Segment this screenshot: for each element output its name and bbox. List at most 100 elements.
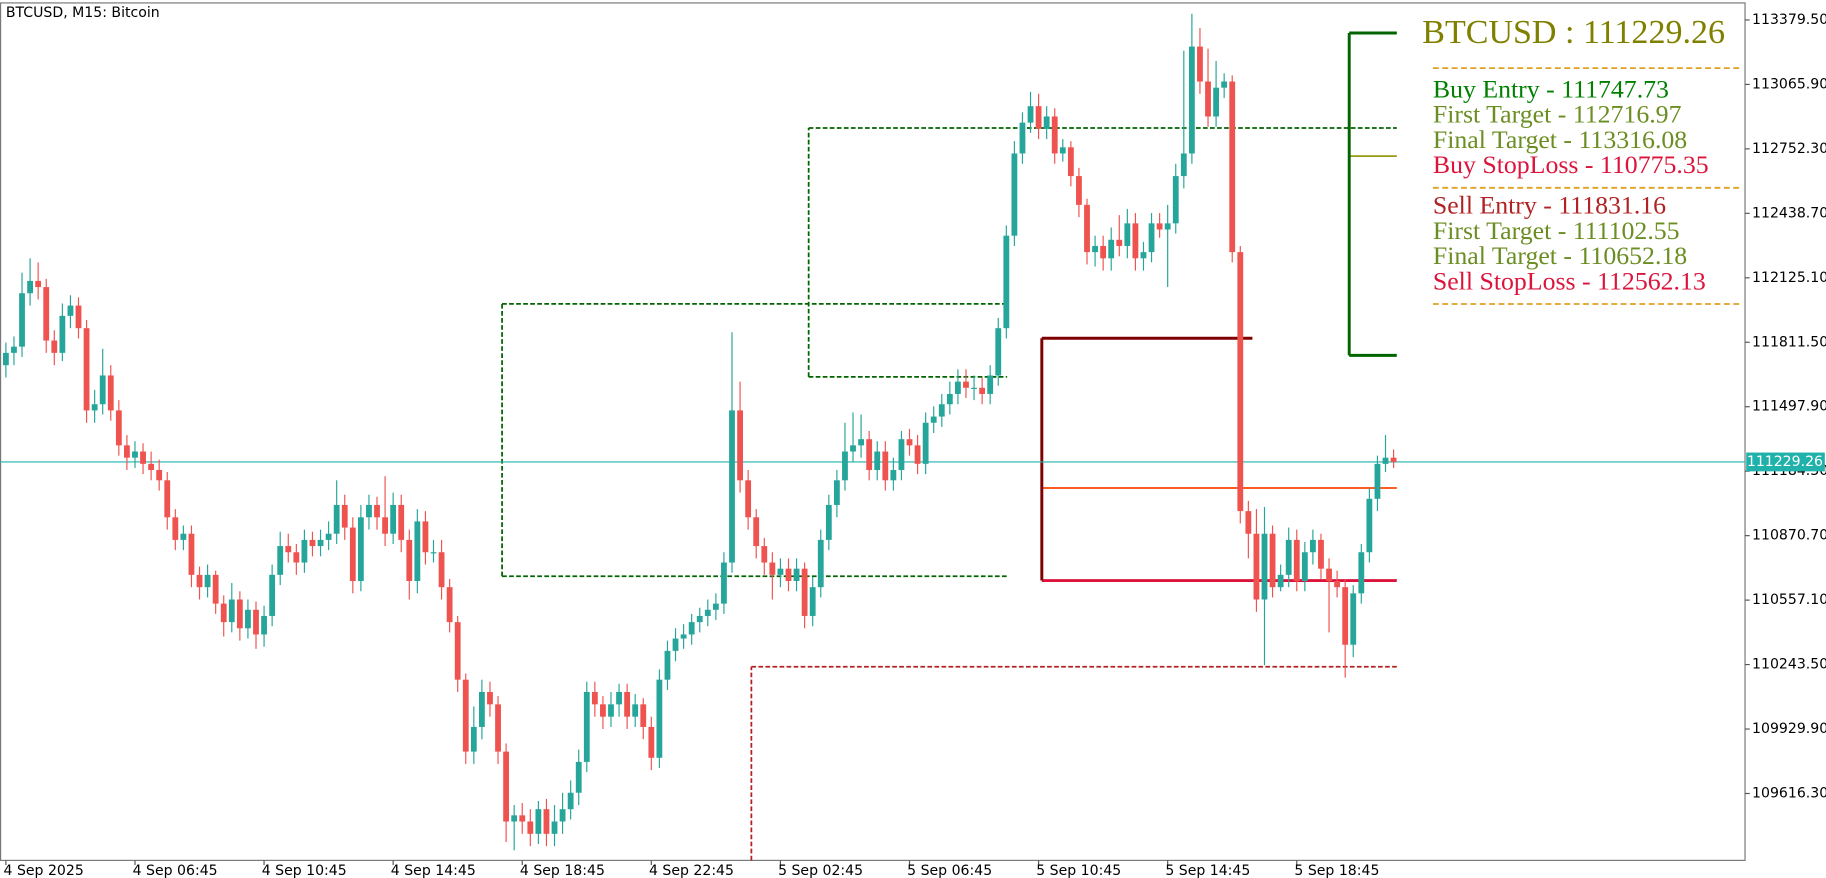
- candle-body: [704, 609, 711, 616]
- candle-body: [438, 552, 445, 588]
- candle-body: [414, 521, 421, 582]
- candle-body: [1108, 239, 1115, 259]
- current-price-label: 111229.26: [1747, 454, 1823, 470]
- candle-body: [1019, 122, 1026, 154]
- candle-body: [1350, 593, 1357, 645]
- candle-body: [987, 375, 994, 394]
- candle-body: [745, 480, 752, 518]
- candle-body: [1172, 176, 1179, 224]
- candle-body: [1318, 539, 1324, 569]
- candle-body: [1205, 81, 1211, 117]
- candle-body: [616, 692, 622, 705]
- candle-body: [1269, 533, 1276, 588]
- candle-body: [1027, 106, 1034, 123]
- y-tick-label: 111497.90: [1752, 399, 1826, 415]
- candle-body: [914, 445, 921, 464]
- candle-body: [640, 704, 647, 727]
- y-tick-label: 113065.90: [1752, 76, 1826, 92]
- candle-body: [906, 439, 913, 446]
- candle-body: [963, 381, 969, 388]
- candle-body: [979, 387, 986, 394]
- candle-body: [567, 792, 574, 810]
- buy-signal: First Target - 112716.97: [1433, 100, 1682, 129]
- candle-body: [67, 305, 74, 316]
- candle-body: [656, 679, 663, 758]
- candle-body: [680, 634, 687, 639]
- candle-body: [882, 451, 889, 481]
- y-tick-label: 110870.70: [1752, 528, 1826, 544]
- candle-body: [971, 387, 977, 389]
- candle-body: [1253, 533, 1260, 600]
- candle-body: [591, 692, 598, 705]
- candle-body: [107, 375, 114, 411]
- candle-body: [293, 552, 300, 563]
- candle-body: [317, 539, 324, 547]
- candle-body: [269, 574, 276, 616]
- current-price-box: [1746, 452, 1825, 472]
- candle-body: [664, 650, 671, 680]
- candle-body: [632, 704, 639, 717]
- candle-body: [462, 679, 469, 752]
- candle-body: [1035, 106, 1042, 129]
- candle-body: [511, 815, 518, 822]
- candle-body: [1092, 245, 1098, 253]
- candle-body: [19, 293, 25, 347]
- candle-body: [551, 821, 558, 834]
- candle-body: [236, 599, 243, 629]
- candle-body: [75, 305, 82, 329]
- candle-body: [785, 568, 792, 582]
- sell-signal: Sell Entry - 111831.16: [1433, 191, 1666, 220]
- candle-body: [1116, 239, 1123, 246]
- candle-body: [220, 603, 227, 623]
- x-tick-label: 4 Sep 06:45: [133, 863, 218, 878]
- candle-body: [1326, 568, 1332, 582]
- candle-body: [99, 375, 106, 405]
- candle-body: [600, 704, 606, 717]
- candle-body: [1124, 223, 1131, 246]
- candle-body: [204, 574, 211, 588]
- candle-body: [1213, 87, 1219, 117]
- candle-body: [470, 726, 477, 752]
- candle-body: [559, 809, 566, 822]
- candle-body: [212, 574, 219, 604]
- candle-body: [261, 615, 267, 635]
- candle-body: [35, 280, 42, 288]
- candle-body: [1188, 46, 1195, 154]
- candle-body: [1245, 511, 1252, 534]
- candle-body: [1366, 498, 1373, 553]
- sell-signal: First Target - 111102.55: [1433, 216, 1680, 245]
- candle-body: [1100, 245, 1107, 259]
- candle-body: [357, 517, 364, 582]
- x-tick-label: 5 Sep 14:45: [1165, 863, 1250, 878]
- candle-body: [696, 615, 703, 623]
- candle-body: [172, 517, 179, 540]
- x-tick-label: 5 Sep 06:45: [907, 863, 992, 878]
- candle-body: [1285, 539, 1292, 575]
- candle-body: [729, 410, 735, 563]
- candle-body: [309, 539, 316, 547]
- candle-body: [124, 445, 130, 458]
- plot-layer: 113379.50 113065.90 112752.30 112438.70 1121…: [0, 12, 1826, 878]
- candle-body: [422, 521, 429, 553]
- candle-body: [430, 552, 437, 554]
- candle-body: [1374, 463, 1381, 499]
- candle-body: [277, 546, 284, 575]
- candle-body: [527, 821, 534, 834]
- candle-body: [140, 451, 146, 464]
- panel-heading: BTCUSD : 111229.26: [1422, 14, 1725, 51]
- x-tick-label: 5 Sep 10:45: [1036, 863, 1121, 878]
- x-tick-label: 4 Sep 22:45: [649, 863, 734, 878]
- candle-body: [583, 692, 590, 762]
- y-tick-label: 112438.70: [1752, 205, 1826, 221]
- x-tick-label: 4 Sep 2025: [4, 863, 84, 878]
- candle-body: [648, 726, 655, 758]
- candle-body: [487, 692, 493, 705]
- candle-body: [1148, 223, 1155, 253]
- candle-body: [1301, 552, 1308, 582]
- candle-body: [43, 287, 50, 341]
- candle-body: [930, 416, 937, 423]
- candle-body: [825, 504, 832, 540]
- candle-body: [1237, 252, 1244, 512]
- chart-title: BTCUSD, M15: Bitcoin: [6, 5, 160, 21]
